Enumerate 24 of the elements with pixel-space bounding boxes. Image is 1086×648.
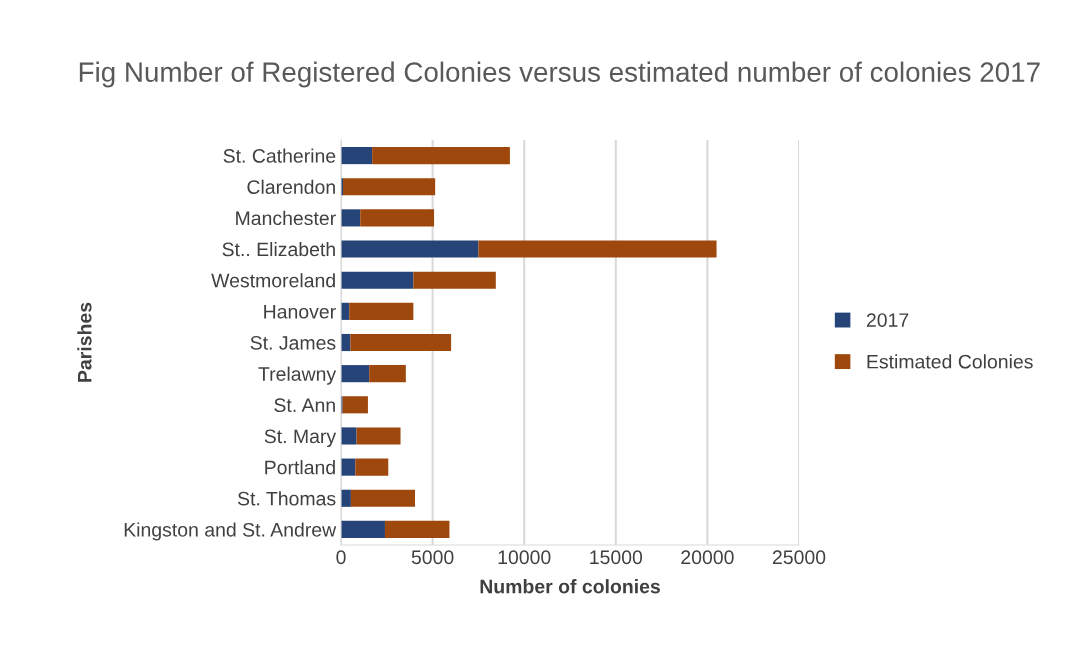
y-tick-label: St. Thomas	[237, 491, 336, 506]
y-tick-label: St. Mary	[264, 429, 337, 448]
x-tick-label: 15000	[590, 550, 643, 565]
y-tick-label: St. Catherine	[223, 148, 336, 163]
y-tick-label: Trelawny	[258, 366, 337, 385]
y-axis-title: Parishes	[77, 302, 92, 382]
x-tick-label: 5000	[411, 550, 454, 565]
x-axis-title: Number of colonies	[480, 579, 660, 594]
y-tick-label: Westmoreland	[211, 273, 335, 288]
y-tick-label: Clarendon	[247, 179, 335, 194]
y-tick-label: St. Ann	[274, 398, 335, 413]
legend-label: Estimated Colonies	[867, 354, 1033, 369]
y-tick-label: Manchester	[236, 210, 336, 226]
y-tick-label: Hanover	[264, 305, 336, 319]
y-tick-label: Portland	[265, 460, 335, 475]
y-tick-label: St. James	[250, 335, 336, 350]
x-tick-label: 0	[336, 550, 346, 565]
legend-label: 2017	[866, 313, 909, 327]
x-tick-label: 25000	[772, 550, 826, 565]
y-tick-label: Kingston and St. Andrew	[124, 522, 337, 541]
chart-title: Fig Number of Registered Colonies versus estimated number of colonies 2017	[79, 61, 1040, 88]
x-tick-label: 10000	[498, 550, 551, 565]
y-tick-label: St.. Elizabeth	[222, 241, 335, 257]
x-tick-label: 20000	[681, 550, 734, 565]
